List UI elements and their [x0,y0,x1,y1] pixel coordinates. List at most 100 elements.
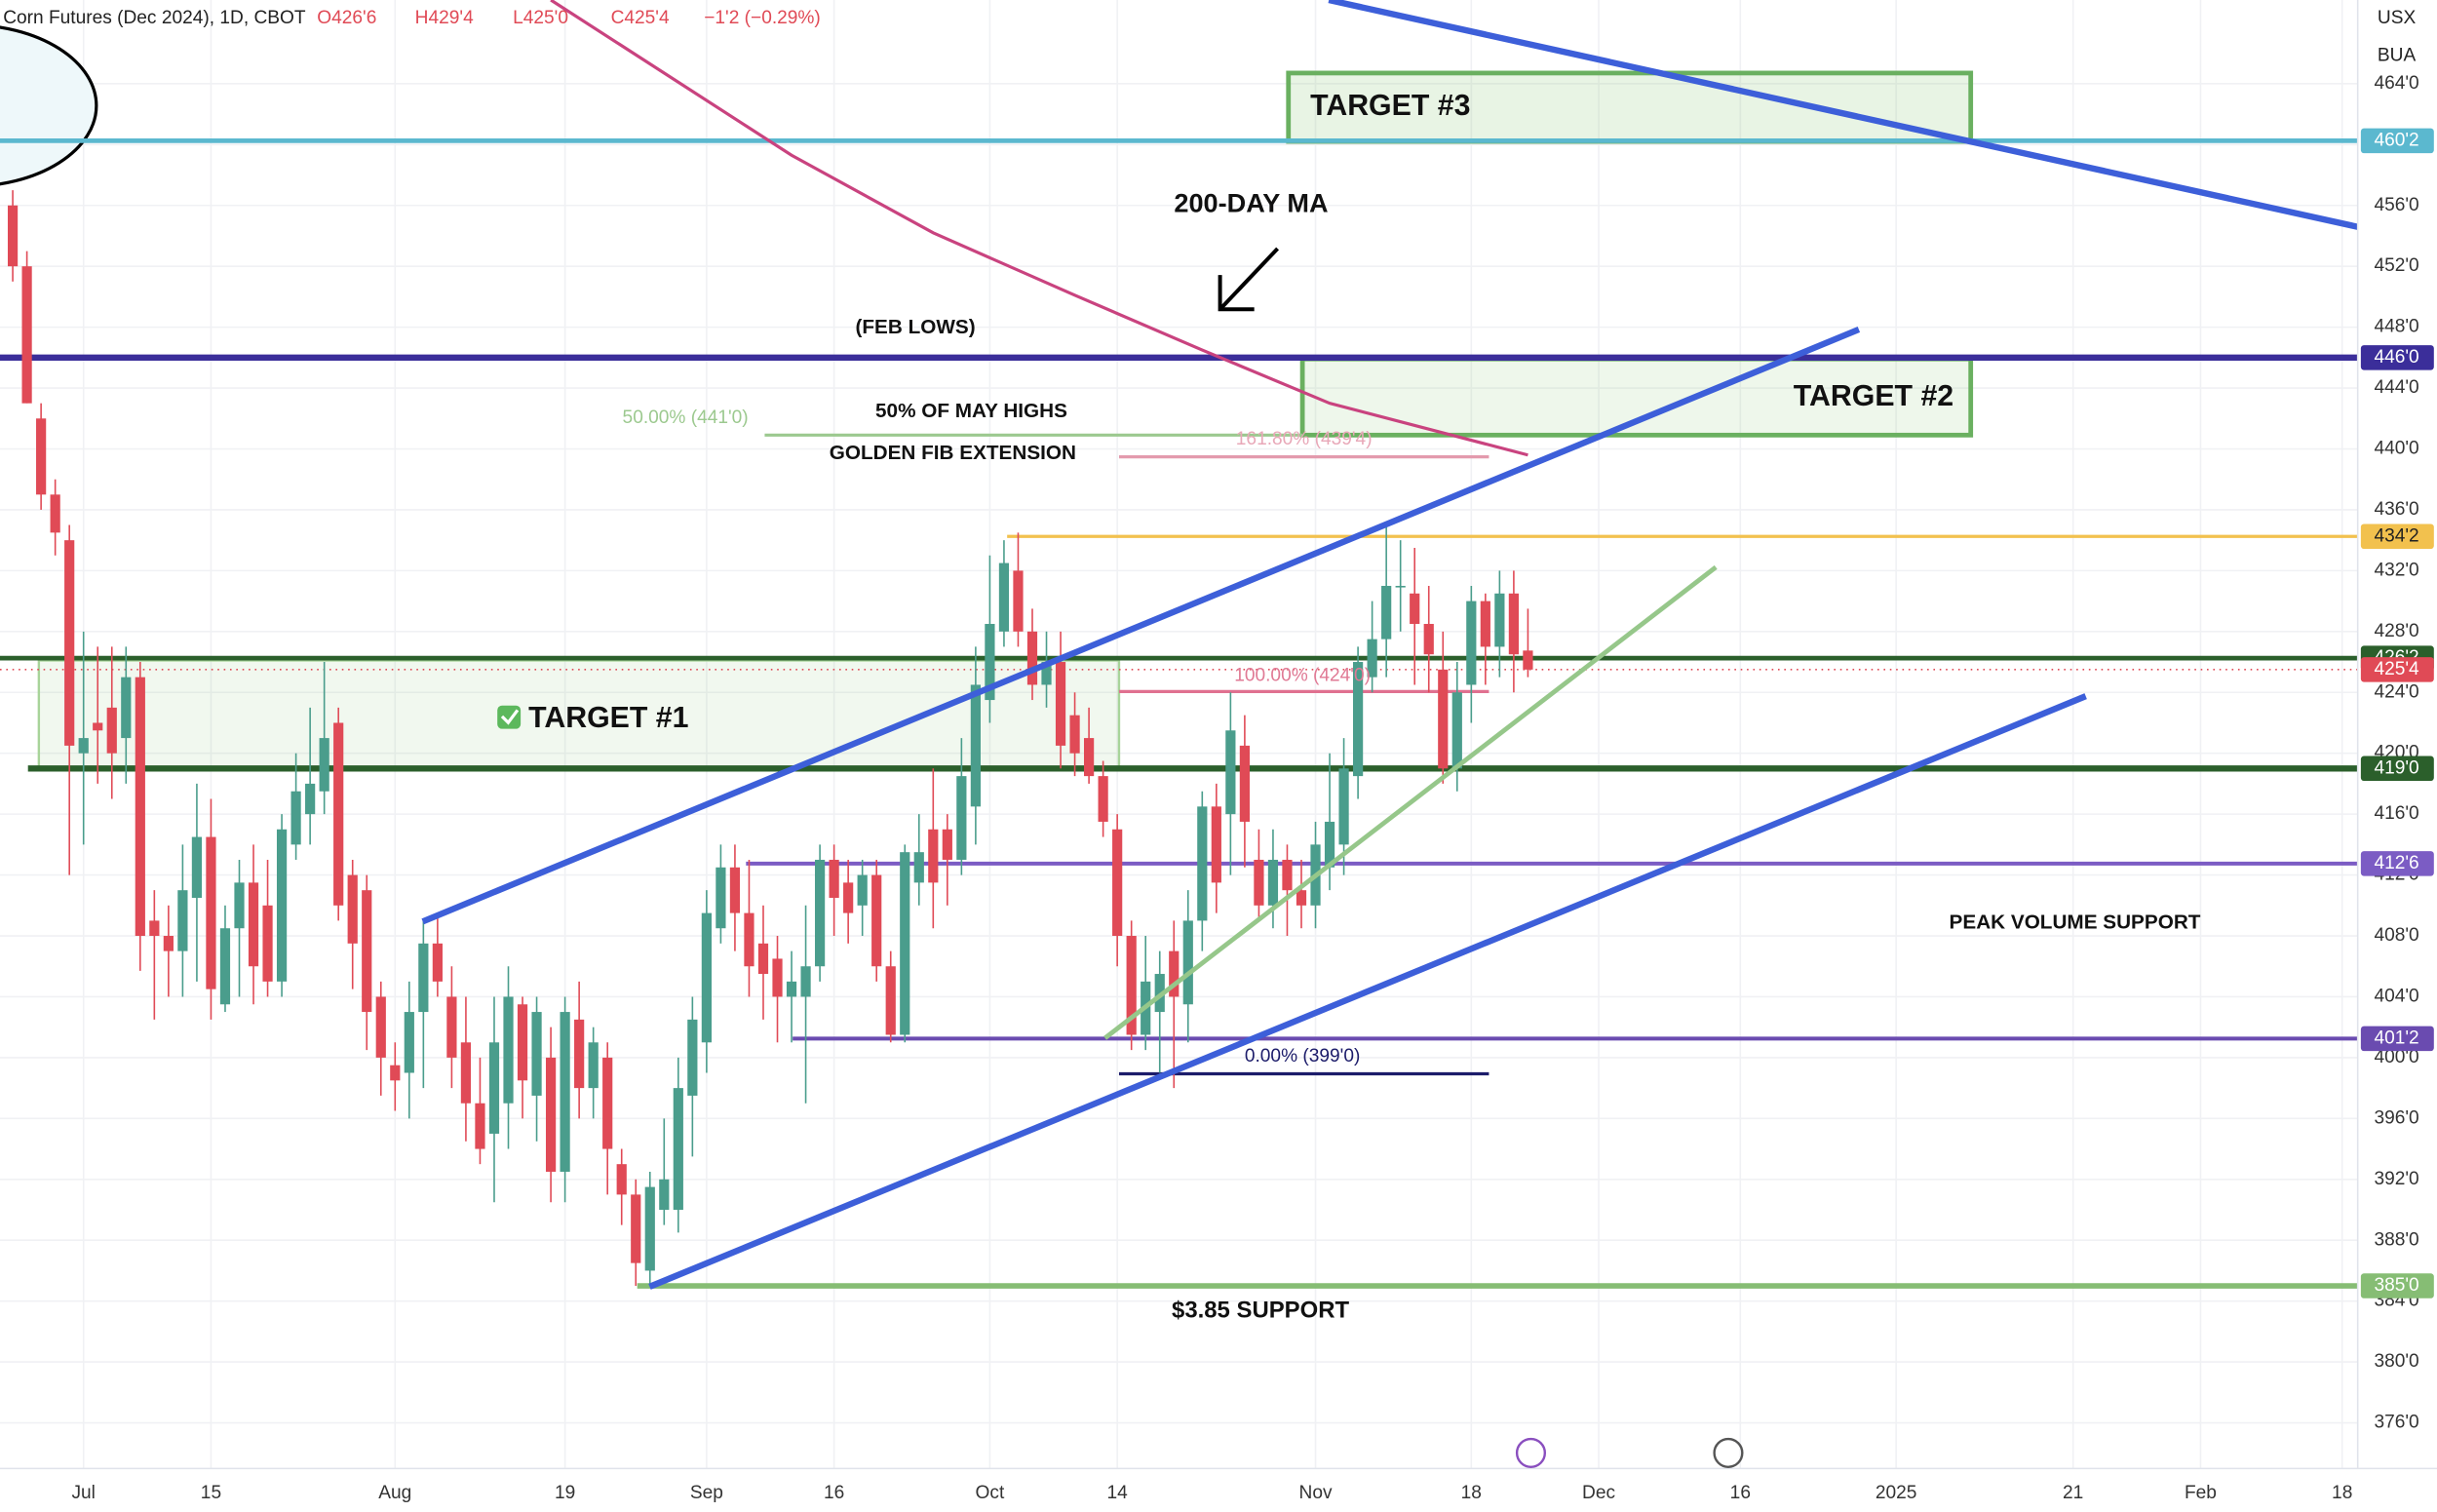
price-tag [2360,756,2434,782]
candle-body [93,722,103,731]
price-tag [2360,345,2434,370]
candle-body [1126,936,1137,1035]
candle-body [1083,738,1095,777]
candle-body [64,540,75,746]
price-tag-label: 385'0 [2374,1275,2418,1296]
x-tick-label: Jul [71,1483,95,1503]
x-tick-label: Nov [1299,1483,1333,1503]
annotation: TARGET #1 [528,702,688,734]
event-icon[interactable] [1713,1437,1744,1468]
y-tick-label: 388'0 [2374,1229,2418,1250]
candle-body [1466,601,1477,685]
candle-body [1182,920,1193,1005]
candle-body [475,1103,485,1149]
event-icon[interactable] [1515,1437,1547,1468]
candle-body [574,1019,585,1089]
price-tag-label: 460'2 [2374,130,2418,150]
annotation: TARGET #2 [1794,380,1953,412]
currency-label: BUA [2378,45,2417,65]
candle-body [106,707,117,754]
levels [0,138,2358,1289]
annotation: 50% OF MAY HIGHS [875,400,1067,422]
currency-label: USX [2378,8,2417,28]
candle-body [1254,859,1264,906]
candle-body [687,1019,698,1096]
price-tag [2360,657,2434,682]
annotation: TARGET #3 [1310,90,1470,122]
annotation: $3.85 SUPPORT [1172,1298,1349,1324]
price-tag-label: 412'6 [2374,853,2418,873]
candle-body [588,1042,599,1089]
candle-body [659,1179,670,1210]
candle-body [163,936,174,951]
candle-body [998,562,1010,632]
candle-body [1211,806,1221,883]
price-tag-label: 434'2 [2374,525,2418,546]
candle-body [843,882,854,913]
candle-body [1026,631,1038,685]
ohlc-legend: L425'0 [513,8,568,28]
grid [0,0,2358,1469]
candle-body [446,996,457,1058]
candle-body [390,1065,401,1081]
candle-body [1267,859,1279,906]
candle-body [276,829,288,982]
candle-body [319,738,329,792]
candle-body [21,266,32,404]
candle-body [1282,859,1293,891]
candle-body [375,996,386,1058]
candle-body [432,943,443,982]
candle-body [985,624,995,701]
candle-body [1367,639,1377,678]
candle-body [1324,821,1335,868]
candle-body [701,912,712,1043]
candle-body [942,829,952,860]
y-tick-label: 432'0 [2374,560,2418,580]
candle-body [517,1004,528,1081]
candle-body [1225,730,1236,815]
ohlc-legend: C425'4 [611,8,670,28]
price-tag-label: 446'0 [2374,347,2418,368]
candle-body [1523,650,1533,670]
check-icon [497,705,522,729]
x-tick-label: Dec [1582,1483,1615,1503]
y-tick-label: 376'0 [2374,1413,2418,1433]
x-tick-label: 16 [824,1483,844,1503]
candle-body [531,1012,542,1096]
target-zone [1286,70,1974,144]
y-tick-label: 436'0 [2374,499,2418,520]
ohlc-legend: H429'4 [415,8,474,28]
candle-body [1239,745,1250,822]
price-tag-label: 425'4 [2374,659,2419,679]
candle-body [50,494,60,533]
candle-body [800,966,811,997]
y-tick-label: 456'0 [2374,195,2418,215]
candle-body [1041,662,1052,685]
trendline [1328,0,2358,230]
candle-body [1169,950,1180,997]
candle-body [545,1057,557,1172]
moving-average [550,0,1528,457]
x-tick-label: Sep [690,1483,723,1503]
candle-body [1480,601,1490,647]
arrow [1218,247,1280,311]
candle-body [404,1012,414,1073]
candle-body [206,836,216,989]
trendline [1103,564,1718,1040]
candle-body [362,890,372,1013]
candle-body [191,836,203,898]
y-tick-label: 380'0 [2374,1351,2418,1372]
candle-body [78,738,89,754]
candle-body [121,677,132,739]
candle-body [290,791,301,845]
x-tick-label: 15 [201,1483,221,1503]
trendline [648,693,2087,1290]
candle-body [928,829,939,883]
ohlc-legend: −1'2 (−0.29%) [704,8,821,28]
x-tick-label: Feb [2185,1483,2217,1503]
x-tick-label: 16 [1730,1483,1751,1503]
candle-body [644,1186,655,1271]
x-tick-label: Aug [378,1483,411,1503]
candle-body [248,882,259,967]
candle-body [900,852,910,1035]
